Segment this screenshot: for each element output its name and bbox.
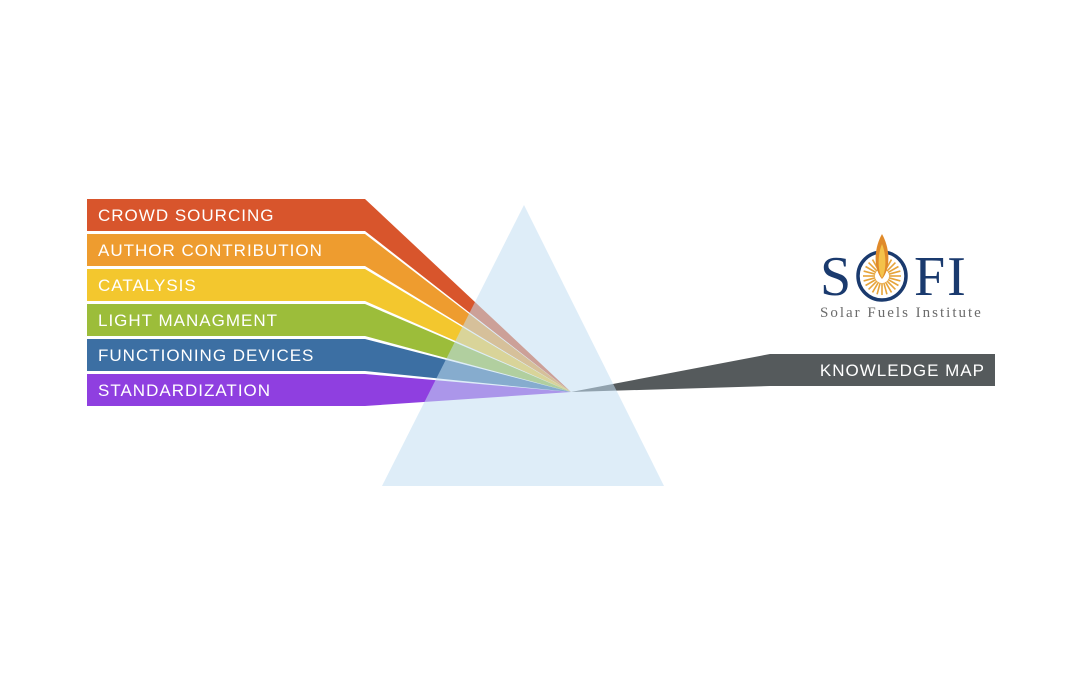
input-band-label-4: FUNCTIONING DEVICES — [98, 346, 314, 365]
sofi-logo: S FISolar Fuels Institute — [820, 234, 983, 321]
input-band-label-0: CROWD SOURCING — [98, 206, 274, 225]
logo-subtitle: Solar Fuels Institute — [820, 305, 983, 321]
input-band-label-1: AUTHOR CONTRIBUTION — [98, 241, 323, 260]
input-band-label-3: LIGHT MANAGMENT — [98, 311, 278, 330]
prism-infographic: CROWD SOURCING AUTHOR CONTRIBUTION CATALYS… — [0, 0, 1080, 675]
output-beam: KNOWLEDGE MAP — [571, 354, 995, 392]
logo-letters-fi: FI — [914, 246, 968, 308]
input-band-label-5: STANDARDIZATION — [98, 381, 271, 400]
input-band-label-2: CATALYSIS — [98, 276, 197, 295]
output-label: KNOWLEDGE MAP — [820, 361, 985, 380]
logo-letter-s: S — [820, 246, 853, 308]
